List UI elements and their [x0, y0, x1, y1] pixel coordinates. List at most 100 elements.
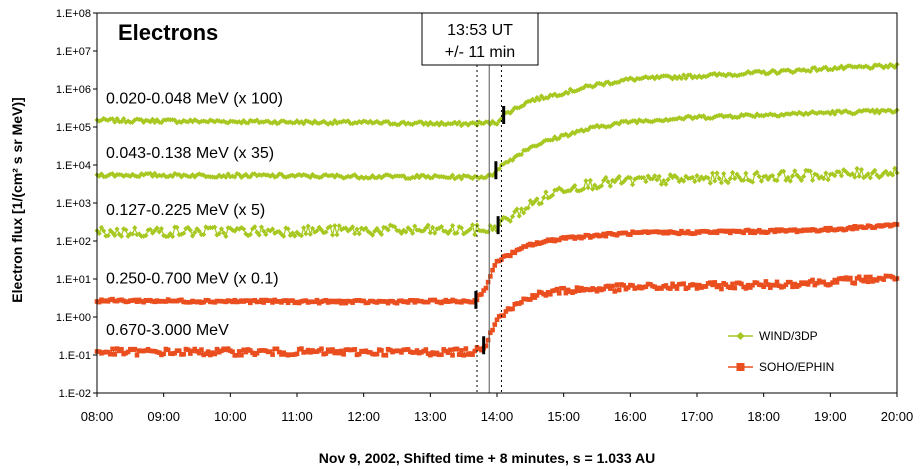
data-point: [665, 117, 671, 124]
data-point: [252, 224, 258, 230]
data-point: [825, 228, 831, 233]
data-point: [181, 230, 187, 236]
data-point: [247, 231, 253, 238]
data-point: [669, 76, 676, 82]
data-point: [727, 113, 733, 119]
data-point: [685, 285, 691, 291]
onset-time-lines: [476, 65, 502, 393]
data-point: [369, 172, 376, 179]
data-point: [692, 114, 698, 120]
data-point: [785, 174, 791, 181]
data-point: [628, 232, 633, 237]
data-point: [336, 298, 342, 304]
onset-annotation-box: 13:53 UT +/- 11 min: [421, 12, 539, 66]
data-point: [727, 71, 733, 77]
data-point: [172, 350, 178, 356]
data-point: [783, 67, 789, 73]
data-point: [534, 196, 540, 202]
data-point: [492, 263, 498, 268]
data-point: [489, 118, 496, 124]
data-point: [796, 283, 802, 288]
data-point: [456, 119, 462, 125]
data-point: [623, 76, 629, 82]
data-point: [858, 108, 865, 115]
data-point: [445, 230, 451, 237]
data-point: [230, 349, 235, 355]
data-point: [672, 73, 678, 79]
data-point: [625, 285, 631, 290]
data-point: [607, 81, 613, 87]
data-point: [443, 174, 449, 181]
data-point: [365, 228, 371, 235]
data-point: [652, 118, 658, 124]
data-point: [872, 110, 878, 116]
data-point: [305, 173, 311, 179]
data-point: [283, 225, 289, 231]
legend-marker: [736, 363, 745, 371]
data-point: [505, 216, 511, 222]
data-point: [847, 110, 853, 116]
data-point: [519, 300, 524, 305]
data-point: [834, 66, 840, 72]
data-point: [756, 173, 762, 180]
data-point: [752, 171, 758, 177]
data-point: [809, 108, 816, 115]
data-point: [356, 231, 362, 237]
data-point: [812, 110, 818, 116]
data-point: [714, 72, 720, 79]
data-point: [872, 167, 878, 173]
data-point: [807, 110, 813, 116]
data-point: [887, 61, 893, 68]
data-point: [447, 227, 453, 234]
data-point: [609, 81, 616, 87]
data-point: [119, 346, 124, 352]
data-point: [149, 116, 156, 122]
data-point: [656, 173, 662, 179]
data-point: [158, 226, 165, 232]
data-point: [696, 177, 702, 183]
data-point: [379, 348, 384, 353]
data-point: [494, 317, 500, 323]
data-point: [728, 285, 733, 291]
data-point: [709, 170, 716, 176]
data-point: [718, 112, 725, 118]
data-point: [270, 352, 275, 357]
data-point: [174, 224, 180, 230]
data-point: [549, 192, 556, 198]
data-point: [892, 109, 898, 115]
data-point: [423, 347, 429, 352]
data-point: [541, 195, 547, 201]
data-point: [749, 113, 756, 119]
data-point: [645, 118, 651, 124]
data-point: [681, 116, 687, 122]
y-tick-label: 1.E+08: [56, 8, 91, 20]
data-point: [849, 171, 856, 177]
data-point: [294, 351, 300, 357]
data-point: [727, 175, 733, 182]
data-point: [516, 213, 522, 219]
data-point: [627, 119, 633, 125]
data-point: [703, 284, 709, 289]
data-point: [147, 226, 153, 233]
data-point: [490, 327, 495, 333]
data-point: [807, 68, 813, 75]
data-point: [838, 110, 845, 116]
data-point: [154, 225, 160, 231]
data-point: [585, 127, 591, 133]
data-point: [488, 274, 493, 279]
data-point: [689, 116, 696, 122]
data-point: [603, 233, 609, 239]
data-point: [610, 283, 615, 289]
data-point: [289, 230, 296, 236]
data-point: [572, 88, 578, 94]
data-point: [847, 172, 853, 178]
data-point: [616, 173, 622, 180]
data-point: [585, 185, 591, 191]
data-point: [441, 174, 447, 180]
data-point: [109, 171, 116, 177]
data-point: [432, 230, 438, 236]
data-point: [321, 118, 327, 124]
data-point: [865, 171, 871, 177]
data-point: [214, 346, 220, 352]
data-point: [287, 119, 293, 125]
